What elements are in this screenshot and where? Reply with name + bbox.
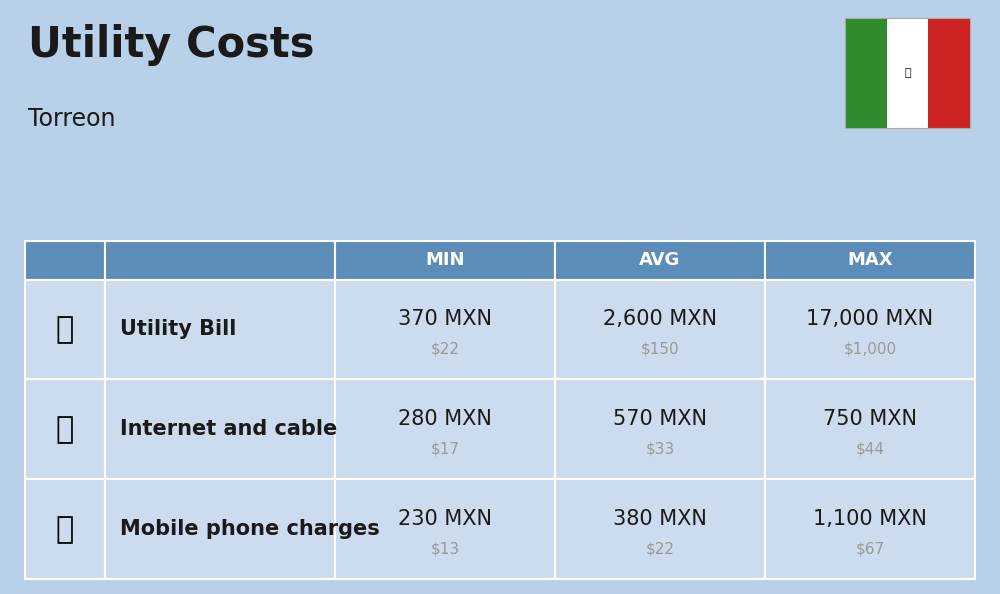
Bar <box>555 280 765 380</box>
Text: 🦅: 🦅 <box>904 68 911 78</box>
Text: 380 MXN: 380 MXN <box>613 509 707 529</box>
Bar <box>25 479 105 579</box>
Bar <box>105 380 335 479</box>
Text: $22: $22 <box>646 542 674 557</box>
Text: 17,000 MXN: 17,000 MXN <box>806 309 934 330</box>
Bar <box>928 18 970 128</box>
Bar <box>555 241 765 280</box>
Bar <box>105 241 335 280</box>
Text: 280 MXN: 280 MXN <box>398 409 492 429</box>
Text: $22: $22 <box>431 342 460 357</box>
Text: MAX: MAX <box>847 251 893 269</box>
Text: 🔧: 🔧 <box>56 315 74 344</box>
Bar <box>25 280 105 380</box>
Text: 📶: 📶 <box>56 415 74 444</box>
Text: $13: $13 <box>430 542 460 557</box>
Bar <box>335 280 555 380</box>
Bar <box>845 18 970 128</box>
Bar <box>105 280 335 380</box>
Text: $67: $67 <box>855 542 885 557</box>
Bar <box>765 280 975 380</box>
Text: Mobile phone charges: Mobile phone charges <box>120 519 380 539</box>
Text: $44: $44 <box>856 442 885 457</box>
Text: 750 MXN: 750 MXN <box>823 409 917 429</box>
Text: 2,600 MXN: 2,600 MXN <box>603 309 717 330</box>
Bar <box>335 479 555 579</box>
Text: $150: $150 <box>641 342 679 357</box>
Text: Utility Bill: Utility Bill <box>120 320 236 339</box>
Bar <box>765 479 975 579</box>
Text: $17: $17 <box>431 442 460 457</box>
Bar <box>25 380 105 479</box>
Text: 570 MXN: 570 MXN <box>613 409 707 429</box>
Bar <box>765 241 975 280</box>
Bar <box>845 18 887 128</box>
Text: $33: $33 <box>645 442 675 457</box>
Text: 370 MXN: 370 MXN <box>398 309 492 330</box>
Bar <box>105 479 335 579</box>
Text: 📱: 📱 <box>56 515 74 544</box>
Bar <box>555 380 765 479</box>
Bar <box>335 241 555 280</box>
Bar <box>25 241 105 280</box>
Bar <box>335 380 555 479</box>
Text: 230 MXN: 230 MXN <box>398 509 492 529</box>
Bar <box>765 380 975 479</box>
Bar <box>555 479 765 579</box>
Text: Torreon: Torreon <box>28 107 116 131</box>
Text: 1,100 MXN: 1,100 MXN <box>813 509 927 529</box>
Bar <box>887 18 928 128</box>
Text: MIN: MIN <box>425 251 465 269</box>
Text: Utility Costs: Utility Costs <box>28 24 314 66</box>
Text: Internet and cable: Internet and cable <box>120 419 337 440</box>
Text: $1,000: $1,000 <box>843 342 897 357</box>
Text: AVG: AVG <box>639 251 681 269</box>
